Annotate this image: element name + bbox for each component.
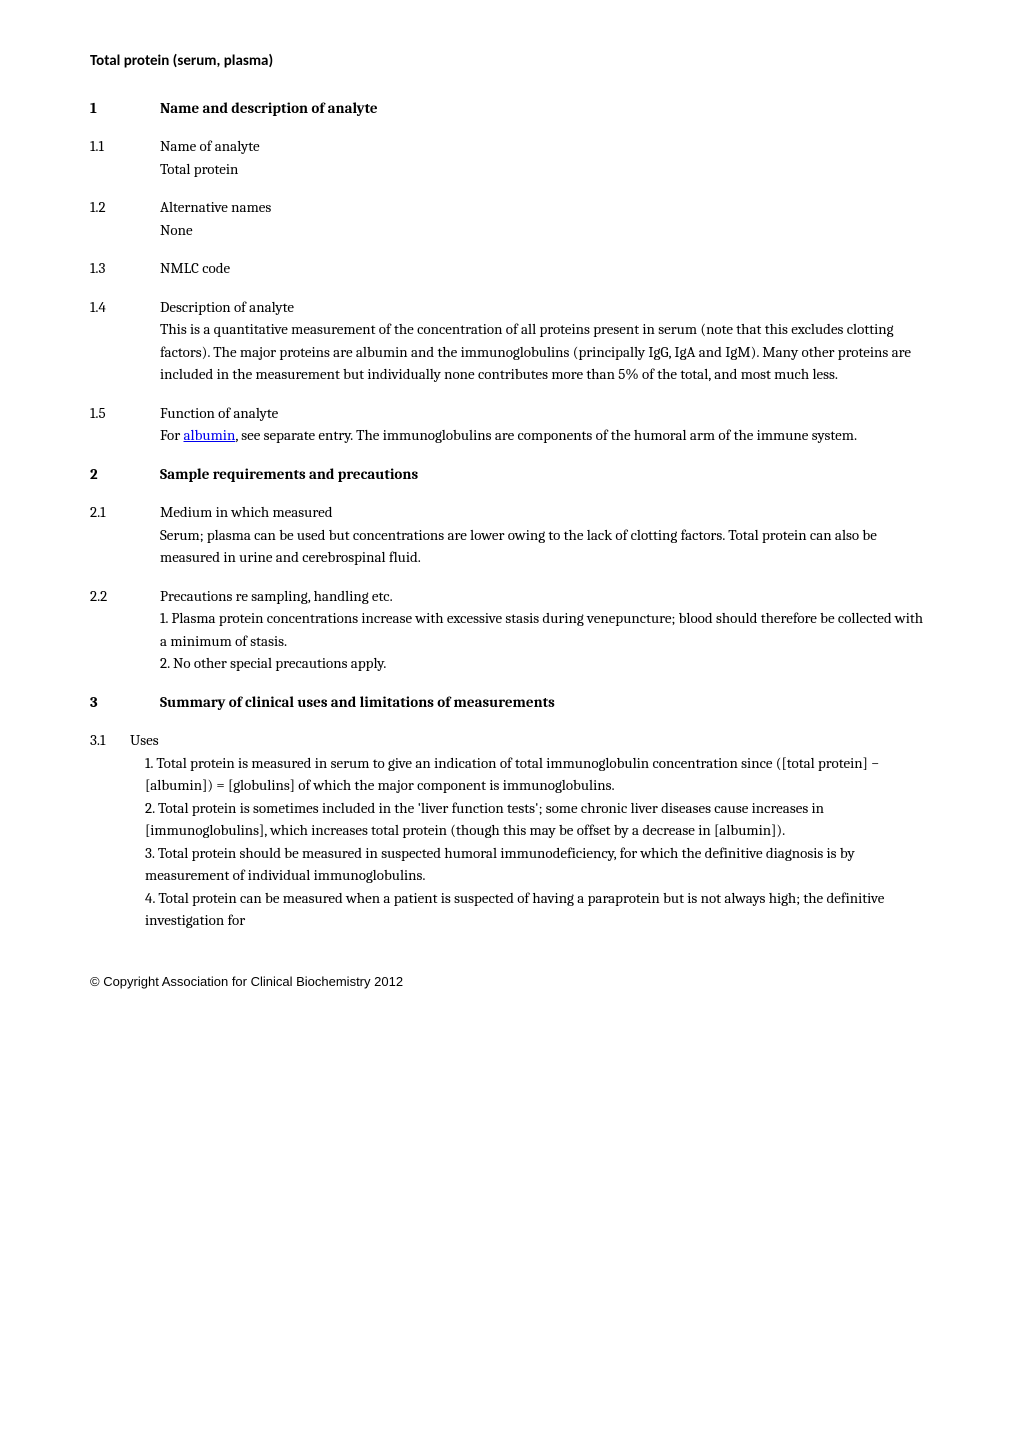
item-1-5-num: 1.5: [90, 402, 160, 447]
item-1-5-text: For albumin, see separate entry. The imm…: [160, 424, 930, 447]
item-1-5-label: Function of analyte: [160, 402, 930, 425]
section-3-num: 3: [90, 691, 160, 714]
item-1-5-prefix: For: [160, 426, 184, 444]
item-2-1-label: Medium in which measured: [160, 501, 930, 524]
section-3-header: 3 Summary of clinical uses and limitatio…: [90, 691, 930, 714]
section-3-heading: Summary of clinical uses and limitations…: [160, 691, 555, 714]
copyright-footer: © Copyright Association for Clinical Bio…: [90, 972, 930, 992]
section-1-heading: Name and description of analyte: [160, 97, 378, 120]
section-2-heading: Sample requirements and precautions: [160, 463, 418, 486]
item-2-2-label: Precautions re sampling, handling etc.: [160, 585, 930, 608]
item-2-2-num: 2.2: [90, 585, 160, 675]
item-3-1-num: 3.1: [90, 729, 145, 932]
item-1-1-label: Name of analyte: [160, 135, 930, 158]
item-3-1-line-2: 2. Total protein is sometimes included i…: [145, 797, 930, 842]
item-1-5: 1.5 Function of analyte For albumin, see…: [90, 402, 930, 447]
albumin-link[interactable]: albumin: [184, 426, 236, 444]
item-1-1-num: 1.1: [90, 135, 160, 180]
item-3-1-line-3: 3. Total protein should be measured in s…: [145, 842, 930, 887]
item-1-2-text: None: [160, 219, 930, 242]
item-2-2: 2.2 Precautions re sampling, handling et…: [90, 585, 930, 675]
item-1-5-after: , see separate entry. The immunoglobulin…: [235, 426, 857, 444]
item-2-1-text: Serum; plasma can be used but concentrat…: [160, 524, 930, 569]
section-2-header: 2 Sample requirements and precautions: [90, 463, 930, 486]
item-1-4: 1.4 Description of analyte This is a qua…: [90, 296, 930, 386]
document-title: Total protein (serum, plasma): [90, 50, 930, 73]
section-2-num: 2: [90, 463, 160, 486]
item-2-2-line-1: 1. Plasma protein concentrations increas…: [160, 607, 930, 652]
item-3-1-label: Uses: [130, 729, 930, 752]
item-3-1-line-1: 1. Total protein is measured in serum to…: [145, 752, 930, 797]
section-1-header: 1 Name and description of analyte: [90, 97, 930, 120]
item-1-2-label: Alternative names: [160, 196, 930, 219]
item-1-4-text: This is a quantitative measurement of th…: [160, 318, 930, 386]
item-1-1: 1.1 Name of analyte Total protein: [90, 135, 930, 180]
item-2-1: 2.1 Medium in which measured Serum; plas…: [90, 501, 930, 569]
item-1-3-num: 1.3: [90, 257, 160, 280]
item-1-2: 1.2 Alternative names None: [90, 196, 930, 241]
item-3-1: 3.1 Uses 1. Total protein is measured in…: [90, 729, 930, 932]
item-1-4-label: Description of analyte: [160, 296, 930, 319]
item-1-4-num: 1.4: [90, 296, 160, 386]
item-1-3-label: NMLC code: [160, 257, 930, 280]
item-1-3: 1.3 NMLC code: [90, 257, 930, 280]
item-2-2-line-2: 2. No other special precautions apply.: [160, 652, 930, 675]
item-2-1-num: 2.1: [90, 501, 160, 569]
item-1-2-num: 1.2: [90, 196, 160, 241]
item-1-1-text: Total protein: [160, 158, 930, 181]
item-3-1-line-4: 4. Total protein can be measured when a …: [145, 887, 930, 932]
section-1-num: 1: [90, 97, 160, 120]
